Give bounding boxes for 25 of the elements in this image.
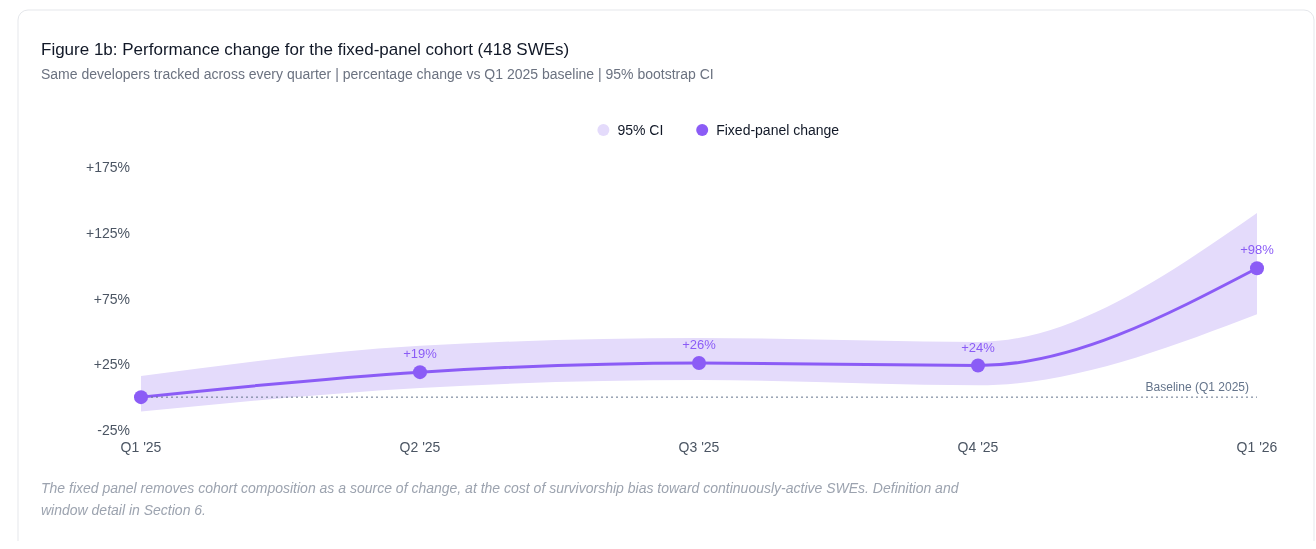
y-tick-label: -25% [97,422,130,438]
data-label: +98% [1240,242,1275,258]
data-label: +24% [961,339,996,355]
point [1250,261,1264,276]
x-tick-label: Q1 '26 [1236,439,1278,455]
chart-subtitle: Same developers tracked across every quarter | percentage change vs Q1 2025 baseline | 95% bootstrap CI [41,66,714,82]
x-tick-label: Q2 '25 [399,439,441,455]
chart-title: Figure 1b: Performance change for the fixed-panel cohort (418 SWEs) [41,40,570,59]
x-tick-label: Q4 '25 [957,439,999,455]
y-tick-label: +125% [86,224,130,241]
point [134,390,148,405]
data-label: +26% [682,336,717,352]
ref-line-label: Baseline (Q1 2025) [1145,380,1249,395]
y-tick-label: +75% [93,290,130,307]
text: The fixed panel removes cohort composition as a source of change, at the cost of survivorship bias toward continuously-active SWEs. Definition and window detail in Section 6. [41,480,960,518]
data-label: +19% [403,346,438,362]
y-tick-label: +25% [93,356,130,373]
point [692,355,706,370]
legend-label: Fixed-panel change [716,122,840,138]
point [971,358,985,373]
x-tick-label: Q3 '25 [678,439,720,455]
x-tick-label: Q1 '25 [120,439,162,455]
y-tick-label: +175% [86,159,130,175]
legend-label: 95% CI [617,122,664,138]
point [413,365,427,380]
